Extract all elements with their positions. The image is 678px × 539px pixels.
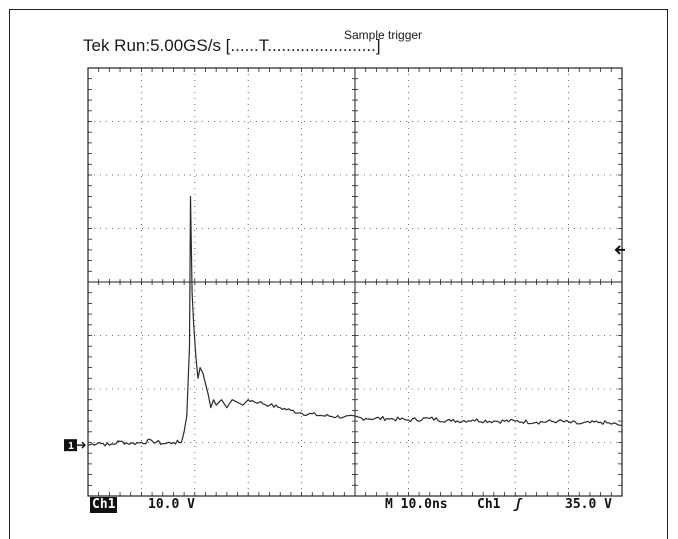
markers: 1 — [64, 245, 625, 452]
ground-marker-label: 1 — [68, 441, 74, 452]
trigger-source: Ch1 — [477, 497, 501, 512]
trigger-level-arrow — [614, 245, 625, 255]
chart-title: Tek Run:5.00GS/s [......T...............… — [83, 36, 381, 55]
trigger-level: 35.0 V — [565, 497, 612, 512]
graticule — [87, 67, 623, 497]
ground-marker-arrow — [77, 441, 86, 449]
trigger-slope-icon: ʃ — [514, 497, 522, 512]
channel-label: Ch1 — [90, 497, 118, 513]
ch1-trace — [87, 195, 623, 447]
timebase: M 10.0ns — [385, 497, 448, 512]
trigger-annotation: Sample trigger — [344, 28, 423, 42]
volts-per-div: 10.0 V — [148, 497, 195, 512]
figure-frame — [9, 9, 668, 539]
ground-marker-box — [64, 439, 77, 452]
waveform — [87, 195, 623, 447]
